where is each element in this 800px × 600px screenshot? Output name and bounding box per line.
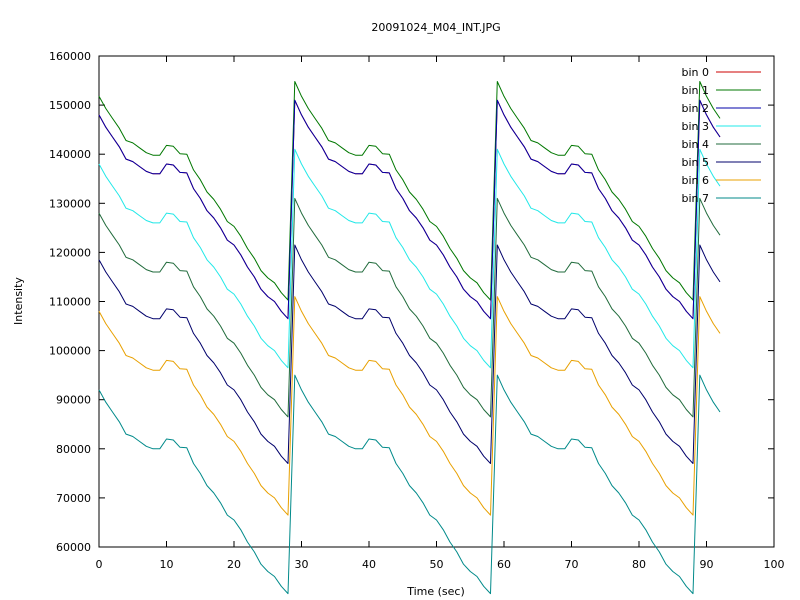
legend-label: bin 0 [681, 66, 709, 79]
legend-label: bin 6 [681, 174, 709, 187]
x-tick-label: 60 [497, 558, 511, 571]
legend-label: bin 3 [681, 120, 709, 133]
y-tick-label: 130000 [49, 197, 91, 210]
x-tick-label: 70 [565, 558, 579, 571]
series-line-bin-5 [98, 244, 721, 464]
legend-label: bin 7 [681, 192, 709, 205]
series-line-bin-3 [98, 148, 721, 369]
x-tick-label: 10 [160, 558, 174, 571]
series-line-bin-7 [98, 374, 721, 595]
x-tick-label: 90 [700, 558, 714, 571]
y-tick-label: 160000 [49, 50, 91, 63]
y-tick-label: 60000 [56, 541, 91, 554]
legend-label: bin 2 [681, 102, 709, 115]
series-line-bin-4 [98, 197, 721, 418]
series-lines [98, 81, 721, 595]
y-tick-label: 90000 [56, 394, 91, 407]
series-line-bin-0 [98, 99, 721, 320]
y-tick-label: 140000 [49, 148, 91, 161]
series-line-bin-2 [98, 99, 721, 320]
y-tick-label: 100000 [49, 345, 91, 358]
x-axis: 0 10 20 30 40 50 60 70 80 90 100 [96, 56, 785, 571]
x-axis-label: Time (sec) [406, 585, 465, 598]
legend-label: bin 5 [681, 156, 709, 169]
chart-title: 20091024_M04_INT.JPG [371, 21, 500, 34]
x-tick-label: 80 [632, 558, 646, 571]
y-tick-label: 70000 [56, 492, 91, 505]
y-axis: 60000 70000 80000 90000 100000 110000 120000 13… [49, 50, 774, 554]
y-tick-label: 150000 [49, 99, 91, 112]
x-tick-label: 100 [764, 558, 785, 571]
series-line-bin-1 [98, 81, 721, 301]
x-tick-label: 20 [227, 558, 241, 571]
legend-label: bin 4 [681, 138, 709, 151]
x-tick-label: 40 [362, 558, 376, 571]
x-tick-label: 0 [96, 558, 103, 571]
legend-label: bin 1 [681, 84, 709, 97]
legend: bin 0 bin 1 bin 2 bin 3 bin 4 bin 5 bin 6 bin 7 [681, 66, 761, 205]
series-line-bin-6 [98, 296, 721, 516]
y-axis-label: Intensity [12, 277, 25, 325]
y-tick-label: 120000 [49, 246, 91, 259]
x-tick-label: 30 [295, 558, 309, 571]
x-tick-label: 50 [430, 558, 444, 571]
y-tick-label: 110000 [49, 296, 91, 309]
y-tick-label: 80000 [56, 443, 91, 456]
